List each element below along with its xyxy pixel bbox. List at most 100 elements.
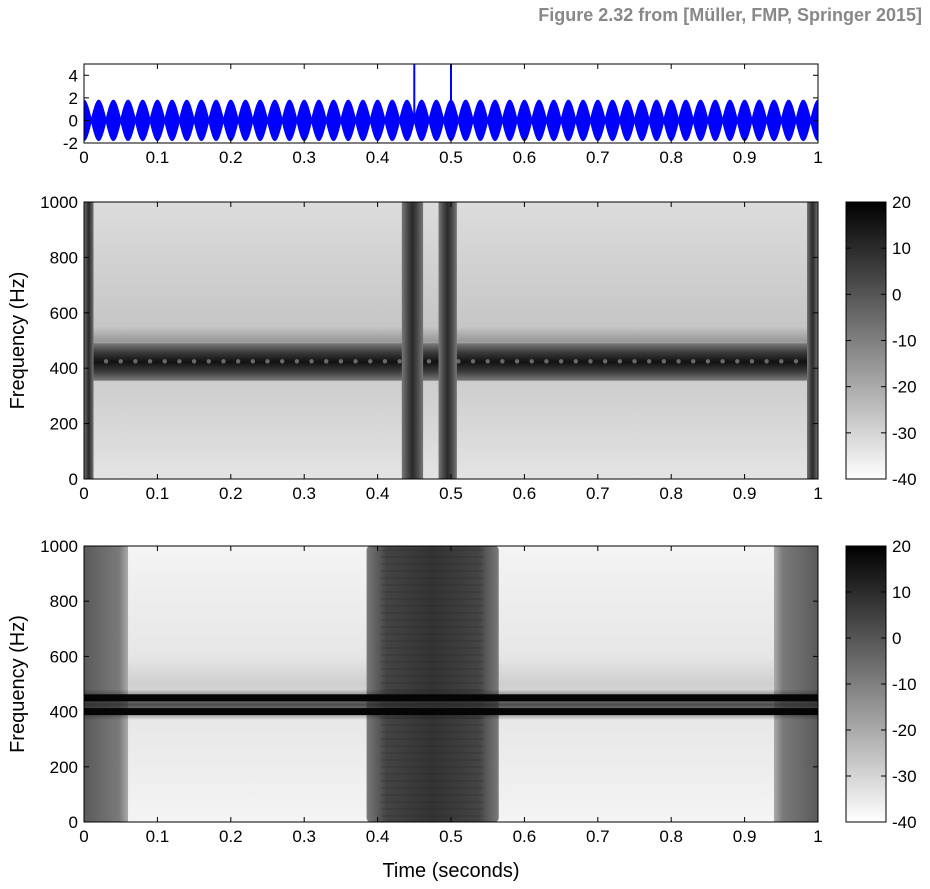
spectrogram-short-dot [163, 359, 167, 363]
spectrogram-long-xtick-label: 0.4 [366, 827, 390, 846]
spectrogram-short-dot [515, 359, 519, 363]
xlabel: Time (seconds) [382, 860, 519, 882]
spectrogram-short-dot [133, 359, 137, 363]
waveform-ytick-label: 4 [69, 66, 78, 85]
spectrogram-short-ytick-label: 0 [69, 470, 78, 489]
spectrogram-long-xtick-label: 0.1 [146, 827, 170, 846]
spectrogram-short-dot [104, 359, 108, 363]
spectrogram-long-edge [84, 546, 128, 822]
spectrogram-short-dot [544, 359, 548, 363]
spectrogram-short-xtick-label: 0.2 [219, 484, 243, 503]
spectrogram-short-dot [603, 359, 607, 363]
waveform-xtick-label: 0.8 [659, 148, 683, 167]
spectrogram-long-plot [84, 546, 818, 823]
waveform-ytick-label: 0 [69, 111, 78, 130]
spectrogram-short-dot [735, 359, 739, 363]
spectrogram-short-dot [471, 359, 475, 363]
spectrogram-short-dot [706, 359, 710, 363]
colorbar-short-gradient [846, 202, 886, 479]
spectrogram-short-dot [265, 359, 269, 363]
spectrogram-short-dot [574, 359, 578, 363]
spectrogram-long-line [84, 694, 818, 701]
waveform-xtick-label: 1 [813, 148, 822, 167]
spectrogram-long-xtick-label: 0.8 [659, 827, 683, 846]
spectrogram-short-dot [750, 359, 754, 363]
spectrogram-short-dot [383, 359, 387, 363]
spectrogram-short-xtick-label: 0.4 [366, 484, 390, 503]
spectrogram-long-ytick-label: 400 [50, 703, 78, 722]
spectrogram-long-line [84, 708, 818, 715]
spectrogram-short-dot [764, 359, 768, 363]
waveform-xtick-label: 0.9 [733, 148, 757, 167]
spectrogram-short-dot [368, 359, 372, 363]
spectrogram-short-dot [720, 359, 724, 363]
spectrogram-short-xtick-label: 0.6 [513, 484, 537, 503]
spectrogram-short-dot [295, 359, 299, 363]
waveform-xtick-label: 0.2 [219, 148, 243, 167]
spectrogram-short-xtick-label: 0.7 [586, 484, 610, 503]
spectrogram-short-dot [236, 359, 240, 363]
spectrogram-long-ylabel: Frequency (Hz) [7, 615, 29, 753]
spectrogram-short-dot [486, 359, 490, 363]
spectrogram-long-xtick-label: 0.5 [439, 827, 463, 846]
spectrogram-short-dot [309, 359, 313, 363]
spectrogram-long-ytick-label: 1000 [40, 537, 78, 556]
waveform-xtick-label: 0.5 [439, 148, 463, 167]
spectrogram-short-vline [807, 202, 818, 479]
spectrogram-short-dot [559, 359, 563, 363]
spectrogram-short-dot [618, 359, 622, 363]
spectrogram-short-ytick-label: 800 [50, 248, 78, 267]
spectrogram-short-dot [662, 359, 666, 363]
spectrogram-long-halo [84, 690, 818, 720]
spectrogram-short-plot [84, 202, 818, 479]
spectrogram-short-dot [221, 359, 225, 363]
waveform-plot [84, 64, 818, 141]
colorbar-short-tick-label: -30 [892, 424, 917, 443]
waveform-xtick-label: 0.4 [366, 148, 390, 167]
waveform-xtick-label: 0 [79, 148, 88, 167]
spectrogram-short-xtick-label: 1 [813, 484, 822, 503]
spectrogram-short-xtick-label: 0.5 [439, 484, 463, 503]
spectrogram-short-vline [84, 202, 94, 479]
spectrogram-short-dot [500, 359, 504, 363]
spectrogram-short-dot [779, 359, 783, 363]
spectrogram-long-ytick-label: 200 [50, 758, 78, 777]
spectrogram-long-xtick-label: 0.7 [586, 827, 610, 846]
spectrogram-short-vline [402, 202, 423, 479]
spectrogram-long-xtick-label: 0.6 [513, 827, 537, 846]
spectrogram-short-dot [119, 359, 123, 363]
waveform-xtick-label: 0.1 [146, 148, 170, 167]
spectrogram-short-ytick-label: 200 [50, 415, 78, 434]
spectrogram-short-xtick-label: 0.8 [659, 484, 683, 503]
spectrogram-short-xtick-label: 0.3 [292, 484, 316, 503]
spectrogram-short-dot [397, 359, 401, 363]
colorbar-long-tick-label: -30 [892, 767, 917, 786]
spectrogram-short-dot [148, 359, 152, 363]
spectrogram-short-ylabel: Frequency (Hz) [7, 272, 29, 410]
colorbar-short-tick-label: 0 [892, 285, 901, 304]
spectrogram-short-dot [251, 359, 255, 363]
spectrogram-short-dot [339, 359, 343, 363]
colorbar-long-tick-label: -20 [892, 721, 917, 740]
spectrogram-short-dot [676, 359, 680, 363]
spectrogram-short-dot [427, 359, 431, 363]
colorbar-long-tick-label: 0 [892, 629, 901, 648]
colorbar-short-tick-label: -40 [892, 470, 917, 489]
waveform-xtick-label: 0.6 [513, 148, 537, 167]
spectrogram-long-ytick-label: 600 [50, 647, 78, 666]
waveform-xtick-label: 0.7 [586, 148, 610, 167]
spectrogram-short-ytick-label: 400 [50, 359, 78, 378]
waveform-ytick-label: 2 [69, 89, 78, 108]
spectrogram-long-xtick-label: 0 [79, 827, 88, 846]
spectrogram-short-xtick-label: 0 [79, 484, 88, 503]
colorbar-short-tick-label: -20 [892, 378, 917, 397]
waveform-ytick-label: -2 [63, 134, 78, 153]
colorbar-long-tick-label: 20 [892, 537, 911, 556]
spectrogram-long-xtick-label: 1 [813, 827, 822, 846]
colorbar-short-tick-label: 20 [892, 193, 911, 212]
spectrogram-short-vline [439, 202, 457, 479]
colorbar-long-tick-label: -10 [892, 675, 917, 694]
spectrogram-short-dot [530, 359, 534, 363]
spectrogram-short-dot [207, 359, 211, 363]
spectrogram-long-xtick-label: 0.9 [733, 827, 757, 846]
